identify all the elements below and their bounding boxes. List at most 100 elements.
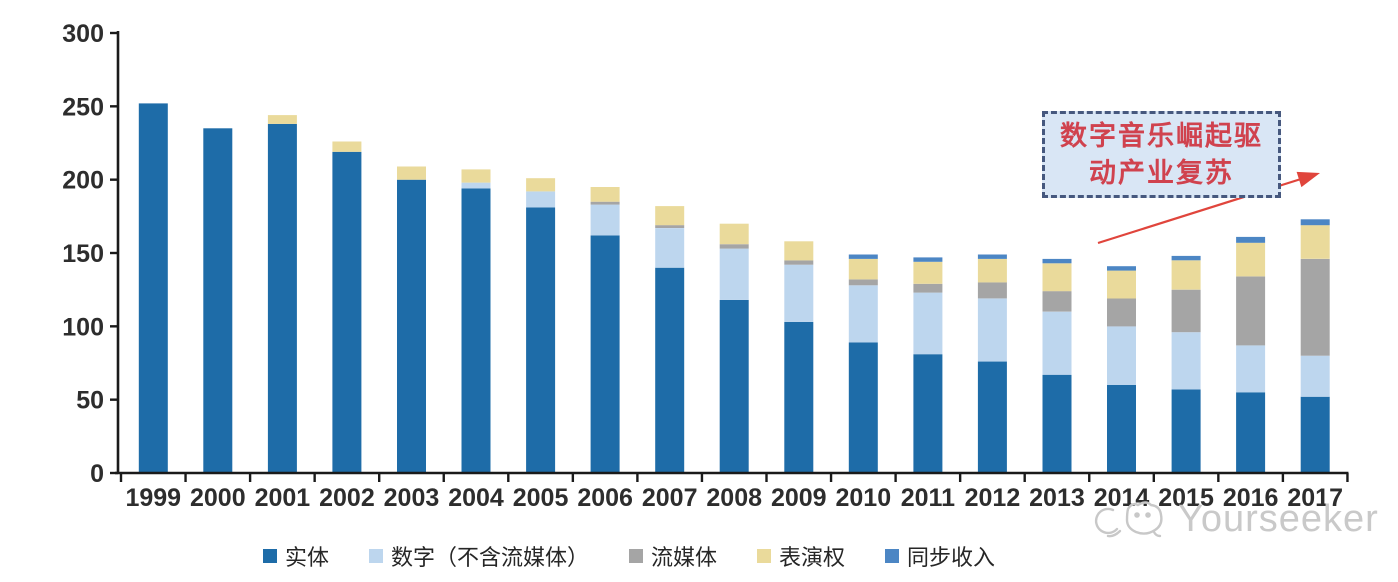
x-axis-label-2013: 2013 [1029,484,1085,512]
bar-segment-2015-实体 [1171,389,1201,473]
bar-segment-2009-数字（不含流媒体） [784,264,814,322]
x-axis-label-2009: 2009 [771,484,827,512]
bar-segment-2007-数字（不含流媒体） [655,228,685,268]
x-axis-label-2000: 2000 [190,484,246,512]
legend-label: 数字（不含流媒体） [390,545,589,570]
x-axis-label-1999: 1999 [125,484,181,512]
y-tick-label: 50 [76,387,104,415]
bar-segment-2012-流媒体 [977,282,1007,299]
bar-segment-2004-表演权 [461,169,491,183]
legend-item-流媒体: 流媒体 [628,540,717,572]
chart-legend: 实体 数字（不含流媒体） 流媒体 表演权 同步收入 [0,540,1328,572]
bar-segment-2012-实体 [977,361,1007,473]
bar-segment-2016-表演权 [1236,242,1266,277]
y-tick-label: 300 [62,20,104,48]
bar-segment-2014-数字（不含流媒体） [1107,326,1136,385]
annotation-line2: 动产业复苏 [1089,157,1234,188]
bar-segment-2005-实体 [526,207,556,473]
y-tick-label: 250 [62,93,104,121]
bar-segment-2006-表演权 [590,187,620,202]
x-axis-label-2007: 2007 [642,484,698,512]
legend-label: 实体 [284,545,329,570]
bar-segment-2007-实体 [655,267,685,473]
legend-swatch-icon [368,549,383,563]
x-axis-label-2016: 2016 [1223,484,1279,512]
bar-segment-2016-流媒体 [1236,276,1266,346]
bar-segment-2014-表演权 [1107,270,1136,299]
x-axis-label-2002: 2002 [319,484,375,512]
watermark: Yourseeker [1090,494,1379,544]
bar-segment-2001-表演权 [267,115,297,124]
bar-segment-2015-表演权 [1171,260,1201,290]
bar-segment-2008-数字（不含流媒体） [719,248,749,300]
bar-segment-2011-同步收入 [913,257,943,262]
legend-swatch-icon [262,549,277,563]
y-tick-label: 150 [62,240,104,268]
bar-segment-2014-实体 [1107,385,1136,473]
legend-item-表演权: 表演权 [757,540,845,572]
bar-segment-2013-数字（不含流媒体） [1042,311,1072,375]
bar-segment-2013-表演权 [1042,263,1072,292]
bar-segment-2011-数字（不含流媒体） [913,292,943,355]
bar-segment-2011-实体 [913,354,943,473]
y-tick-label: 200 [62,167,104,195]
bar-segment-2014-同步收入 [1107,266,1136,271]
legend-label: 表演权 [779,545,846,570]
bar-segment-2006-实体 [590,235,620,473]
bar-segment-2002-实体 [332,151,362,474]
bar-segment-2012-数字（不含流媒体） [977,298,1007,362]
x-axis-label-2014: 2014 [1094,484,1150,512]
bar-segment-2015-同步收入 [1171,255,1201,261]
bar-segment-2017-流媒体 [1300,258,1330,356]
bar-segment-2016-同步收入 [1236,236,1266,243]
bar-segment-2017-表演权 [1300,225,1330,259]
bar-segment-2013-同步收入 [1042,258,1072,264]
legend-item-实体: 实体 [262,540,329,572]
bar-segment-2000-实体 [203,128,233,474]
bar-segment-2003-实体 [397,179,426,473]
bar-segment-2015-数字（不含流媒体） [1171,332,1201,390]
bar-segment-2011-流媒体 [913,283,943,293]
bar-segment-2007-流媒体 [655,225,685,228]
x-axis-label-2004: 2004 [448,484,504,512]
bar-segment-2009-表演权 [784,241,814,261]
legend-swatch-icon [885,549,900,563]
legend-swatch-icon [628,549,643,563]
y-tick-label: 0 [90,460,104,488]
bar-segment-2010-流媒体 [848,279,878,286]
bar-segment-2013-实体 [1042,374,1072,473]
bar-segment-2001-实体 [267,123,297,474]
legend-swatch-icon [757,549,771,563]
bar-segment-2007-表演权 [655,206,685,226]
legend-item-数字（不含流媒体）: 数字（不含流媒体） [368,540,589,572]
bar-segment-2014-流媒体 [1107,298,1136,327]
legend-label: 同步收入 [907,545,996,570]
bar-segment-1999-实体 [138,103,168,474]
bar-segment-2009-流媒体 [784,260,814,265]
bar-segment-2010-数字（不含流媒体） [848,285,878,343]
x-axis-label-2003: 2003 [384,484,440,512]
y-tick-label: 100 [62,313,104,341]
annotation-line1: 数字音乐崛起驱 [1060,120,1263,151]
bar-segment-2008-表演权 [719,223,749,245]
x-axis-label-2006: 2006 [577,484,633,512]
bar-segment-2008-流媒体 [719,244,749,249]
legend-label: 流媒体 [650,545,717,570]
bar-segment-2015-流媒体 [1171,289,1201,333]
bar-segment-2012-表演权 [977,258,1007,283]
legend-item-同步收入: 同步收入 [885,540,995,572]
bar-segment-2009-实体 [784,321,814,473]
x-axis-label-2010: 2010 [836,484,892,512]
annotation-callout: 数字音乐崛起驱 动产业复苏 [1042,111,1281,198]
x-axis-label-2001: 2001 [255,484,311,512]
bar-segment-2004-数字（不含流媒体） [461,182,491,189]
cat-sketch-logo-icon [1094,501,1163,538]
bar-segment-2010-表演权 [848,258,878,280]
bar-segment-2010-同步收入 [848,254,878,259]
bar-segment-2006-数字（不含流媒体） [590,204,620,236]
bar-segment-2013-流媒体 [1042,291,1072,312]
bar-segment-2011-表演权 [913,261,943,284]
x-axis-label-2008: 2008 [706,484,762,512]
